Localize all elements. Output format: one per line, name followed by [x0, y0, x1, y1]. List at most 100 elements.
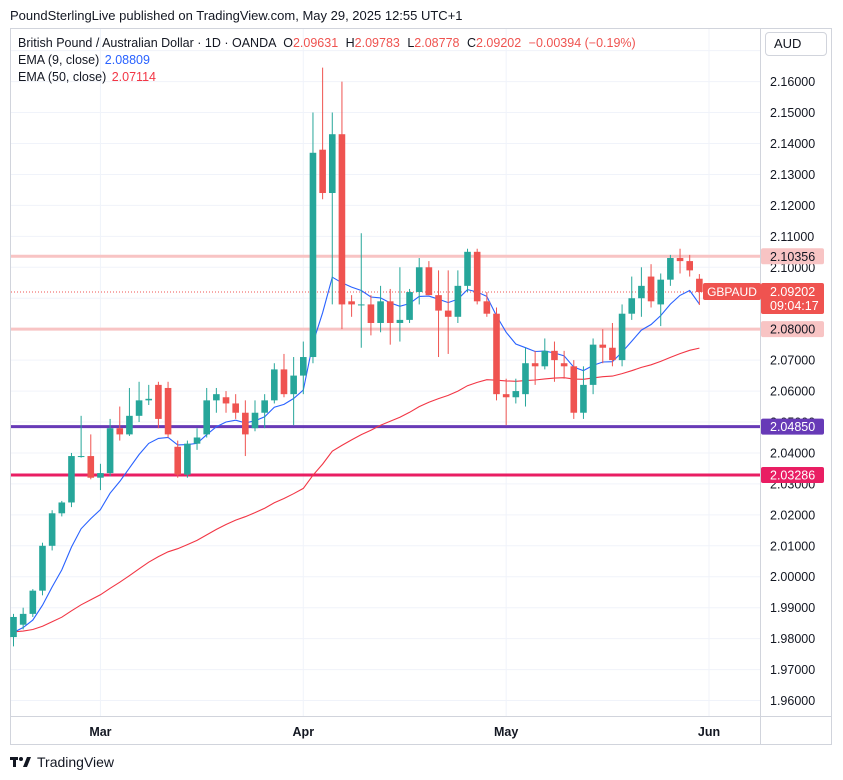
candle-up — [184, 440, 191, 478]
candle-body — [348, 301, 355, 305]
candle-body — [599, 344, 607, 348]
candle-body — [667, 258, 674, 280]
x-tick-label: May — [494, 725, 518, 739]
candle-body — [242, 412, 249, 435]
candle-up — [628, 276, 636, 320]
open-value: 2.09631 — [292, 36, 339, 50]
candle-up — [396, 267, 404, 342]
candle-body — [232, 403, 239, 413]
y-tick-label: 1.99000 — [770, 601, 815, 615]
candle-body — [280, 369, 288, 395]
candle-up — [39, 542, 46, 596]
candle-body — [77, 456, 85, 458]
candle-up — [464, 248, 471, 293]
candle-body — [638, 285, 645, 299]
y-tick-label: 2.02000 — [770, 508, 815, 522]
candle-body — [145, 398, 153, 401]
level-tag-label: 2.08000 — [770, 323, 815, 337]
brand-name: TradingView — [37, 754, 115, 770]
ema50-legend[interactable]: EMA (50, close) 2.07114 — [18, 70, 156, 84]
candle-up — [377, 285, 384, 333]
candle-body — [87, 456, 95, 478]
candle-up — [406, 288, 413, 323]
ema50-line — [13, 347, 700, 633]
level-tag-label: 2.04850 — [770, 420, 815, 434]
open-label: O — [283, 36, 293, 50]
candle-down — [280, 353, 288, 398]
candle-up — [145, 384, 153, 405]
candle-down — [222, 391, 230, 413]
y-tick-label: 2.14000 — [770, 137, 815, 151]
candle-body — [657, 279, 665, 305]
candle-down — [676, 248, 684, 274]
candle-down — [473, 248, 481, 305]
candle-body — [338, 134, 346, 305]
y-tick-label: 2.06000 — [770, 385, 815, 399]
candle-down — [502, 378, 510, 426]
candle-up — [251, 400, 259, 432]
candle-up — [97, 463, 104, 491]
candle-down — [242, 400, 249, 457]
candle-body — [541, 350, 549, 367]
footer-brand[interactable]: TradingView — [10, 754, 114, 770]
x-tick-label: Apr — [293, 725, 315, 739]
candle-body — [580, 384, 587, 413]
candle-body — [193, 437, 201, 444]
close-label: C — [466, 36, 476, 50]
candle-up — [203, 387, 210, 438]
candle-up — [213, 387, 220, 413]
candle-up — [512, 378, 520, 404]
candle-body — [126, 415, 133, 435]
close-value: 2.09202 — [476, 36, 522, 50]
symbol-tag — [703, 282, 761, 300]
candle-up — [300, 341, 307, 395]
candle-up — [106, 418, 114, 477]
candle-body — [676, 258, 684, 262]
chart-frame — [10, 28, 832, 745]
level-tag-label: 2.10356 — [770, 250, 815, 264]
ema9-label: EMA (9, close) — [18, 53, 100, 67]
y-tick-label: 1.96000 — [770, 694, 815, 708]
candle-up — [580, 366, 587, 419]
candle-up — [618, 304, 626, 367]
price-tag — [761, 282, 824, 314]
candle-up — [589, 338, 597, 395]
candle-down — [386, 288, 394, 345]
candle-body — [174, 446, 182, 475]
candle-down — [570, 360, 578, 419]
low-value: 2.08778 — [414, 36, 460, 50]
symbol-tag-label: GBPAUD — [707, 285, 757, 299]
candle-body — [377, 301, 384, 323]
candle-body — [319, 149, 326, 194]
currency-button[interactable]: AUD — [765, 32, 827, 56]
x-tick-label: Jun — [698, 725, 720, 739]
candle-body — [203, 400, 210, 435]
candle-down — [232, 394, 239, 419]
candle-up — [271, 363, 278, 404]
candle-body — [164, 387, 172, 435]
candle-body — [618, 313, 626, 361]
candle-body — [10, 616, 17, 638]
candle-body — [58, 502, 66, 514]
candle-up — [135, 381, 143, 423]
candle-down — [483, 292, 491, 317]
candle-down — [551, 341, 558, 382]
candle-down — [164, 381, 172, 438]
candle-down — [338, 81, 346, 330]
candle-down — [647, 264, 655, 308]
y-tick-label: 2.11000 — [770, 230, 814, 244]
candle-up — [657, 273, 665, 327]
ema9-line — [13, 276, 700, 633]
candle-body — [19, 613, 27, 625]
candle-up — [357, 233, 365, 348]
candle-body — [512, 391, 520, 398]
candle-body — [106, 428, 114, 474]
ema9-legend[interactable]: EMA (9, close) 2.08809 — [18, 53, 150, 67]
candle-up — [541, 338, 549, 370]
candle-down — [155, 381, 162, 429]
candle-up — [10, 613, 17, 647]
candle-body — [454, 285, 462, 317]
candle-body — [406, 292, 413, 320]
low-label: L — [407, 36, 415, 50]
